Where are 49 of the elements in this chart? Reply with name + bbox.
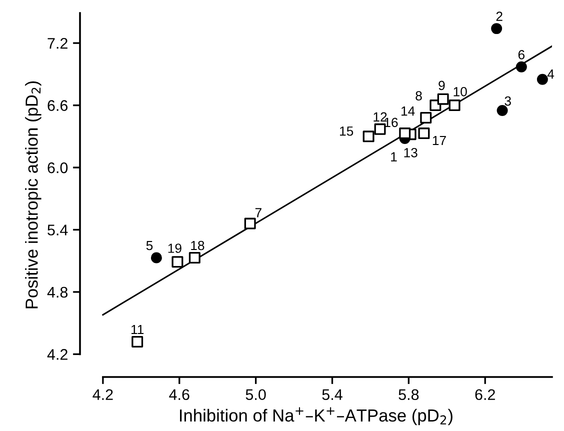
y-axis-title: Positive inotropic action (pD$_{2}$)	[25, 81, 42, 308]
x-tick-label: 4.6	[169, 389, 190, 400]
point	[172, 256, 184, 268]
point	[496, 104, 508, 116]
annotation: 6	[518, 50, 525, 60]
point	[536, 74, 548, 85]
point	[150, 252, 162, 264]
annotation: 17	[432, 136, 446, 146]
annotation: 9	[438, 80, 445, 90]
annotation: 16	[384, 118, 398, 128]
annotation: 1	[391, 152, 397, 162]
annotation: 13	[404, 148, 418, 158]
annotation: 2	[496, 12, 502, 21]
y-tick-label: 7.2	[48, 38, 68, 49]
point	[374, 123, 386, 135]
y-tick-label: 4.8	[47, 286, 68, 298]
annotation: 11	[131, 324, 144, 334]
y-tick-label: 4.2	[47, 349, 68, 360]
annotation: 18	[191, 240, 204, 250]
annotation: 14	[401, 106, 415, 116]
y-tick-label: 6.0	[48, 162, 68, 174]
annotation: 8	[416, 91, 422, 101]
x-tick-label: 5.8	[398, 389, 419, 400]
point	[362, 130, 374, 142]
point	[244, 218, 256, 230]
y-tick-label: 6.6	[48, 100, 68, 111]
point	[516, 61, 527, 72]
x-tick-label: 6.2	[475, 389, 495, 400]
point	[399, 128, 411, 140]
point	[437, 93, 449, 105]
x-tick-label: 5.4	[322, 389, 342, 400]
annotation: 12	[374, 112, 387, 122]
annotation: 5	[146, 240, 153, 250]
x-tick-label: 4.2	[92, 389, 113, 400]
point	[420, 112, 432, 124]
point	[132, 336, 144, 348]
point	[418, 128, 430, 140]
point	[491, 23, 502, 34]
annotation: 15	[340, 126, 354, 136]
x-tick-label: 5.0	[246, 389, 266, 400]
annotation: 19	[168, 244, 182, 253]
x-axis-title: Inhibition of Na$^{+}$–K$^{+}$–ATPase (pD$_{2}$)	[180, 407, 452, 426]
point	[448, 100, 460, 112]
annotation: 7	[255, 208, 262, 218]
annotation: 4	[547, 70, 554, 79]
annotation: 10	[454, 86, 467, 96]
point	[188, 252, 200, 264]
y-tick-label: 5.4	[48, 224, 68, 236]
annotation: 3	[504, 96, 511, 106]
